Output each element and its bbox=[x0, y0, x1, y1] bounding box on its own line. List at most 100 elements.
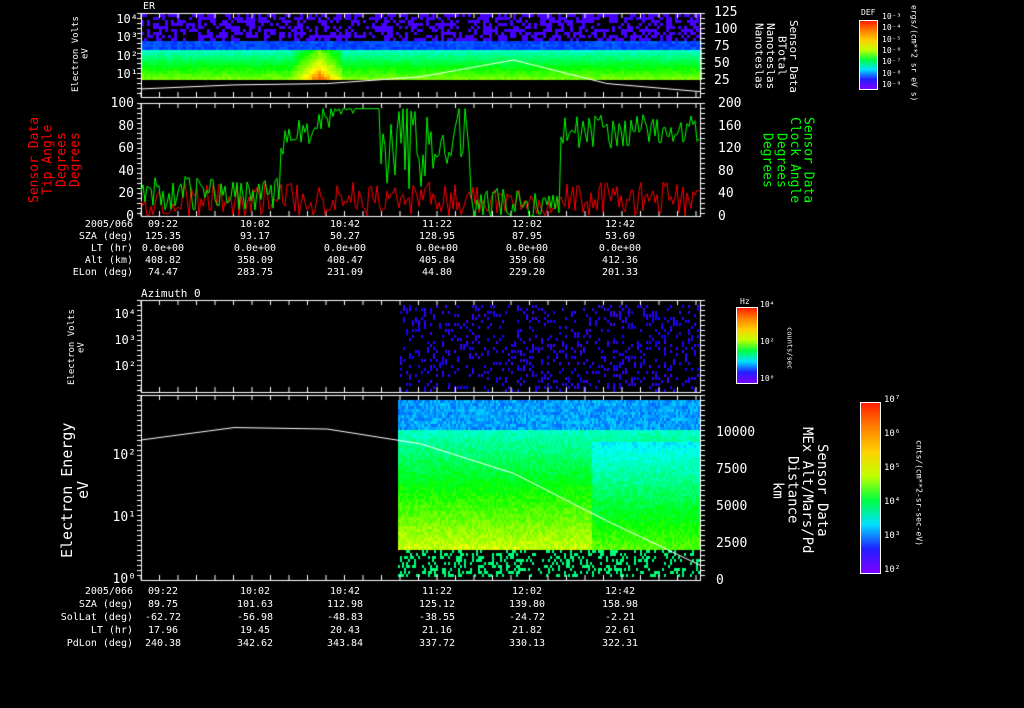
axis-tick-label: 0 bbox=[126, 209, 134, 224]
table-row-label: SolLat (deg) bbox=[60, 612, 133, 623]
axis-tick-label: 10² bbox=[112, 448, 136, 463]
axis-tick-label: 200 bbox=[718, 96, 742, 111]
table-value: 158.98 bbox=[601, 599, 639, 610]
axis-tick-label: 120 bbox=[718, 141, 742, 157]
table-value: 412.36 bbox=[601, 255, 639, 266]
table-value: 93.17 bbox=[239, 231, 271, 242]
table-time: 12:42 bbox=[604, 586, 636, 597]
axis-tick-label: 10⁻⁸ bbox=[882, 68, 902, 78]
table-value: -2.21 bbox=[604, 612, 636, 623]
table-value: 229.20 bbox=[508, 267, 546, 278]
table-value: 201.33 bbox=[601, 267, 639, 278]
table-value: 342.62 bbox=[236, 638, 274, 649]
table-value: 21.16 bbox=[421, 625, 453, 636]
axis-tick-label: 10⁻⁴ bbox=[882, 23, 902, 33]
axis-tick-label: 80 bbox=[118, 118, 134, 134]
panel3-ylabel: Electron Volts eV bbox=[67, 309, 87, 386]
axis-tick-label: 40 bbox=[718, 186, 734, 202]
table-value: 0.0e+00 bbox=[141, 243, 185, 254]
panel2-ylabel-right: Sensor Data Clock Angle Degrees Degrees bbox=[759, 116, 816, 204]
axis-tick-label: 50 bbox=[714, 56, 730, 71]
table-value: 17.96 bbox=[147, 625, 179, 636]
table-value: 101.63 bbox=[236, 599, 274, 610]
axis-tick-label: 10⁰ bbox=[112, 572, 136, 587]
table-row-label: ELon (deg) bbox=[72, 267, 133, 278]
table-value: -56.98 bbox=[236, 612, 274, 623]
axis-tick-label: 10² bbox=[114, 359, 136, 373]
table-row-label: LT (hr) bbox=[90, 625, 133, 636]
axis-tick-label: 10² bbox=[116, 48, 138, 63]
table-time: 09:22 bbox=[147, 219, 179, 230]
axis-tick-label: 10⁻³ bbox=[882, 12, 902, 21]
table-value: 0.0e+00 bbox=[505, 243, 549, 254]
table-value: 283.75 bbox=[236, 267, 274, 278]
table-time: 12:02 bbox=[511, 219, 543, 230]
table-value: 358.09 bbox=[236, 255, 274, 266]
axis-tick-label: 10² bbox=[760, 337, 775, 346]
table-value: 44.80 bbox=[421, 267, 453, 278]
table-value: 139.80 bbox=[508, 599, 546, 610]
table-value: -48.83 bbox=[326, 612, 364, 623]
axis-tick-label: 10⁰ bbox=[760, 374, 775, 383]
table-time: 11:22 bbox=[421, 219, 453, 230]
table-time: 10:42 bbox=[329, 219, 361, 230]
table-value: 21.82 bbox=[511, 625, 543, 636]
axis-tick-label: 60 bbox=[118, 141, 134, 157]
table-value: 87.95 bbox=[511, 231, 543, 242]
axis-tick-label: 10³ bbox=[114, 333, 136, 347]
table-value: 337.72 bbox=[418, 638, 456, 649]
table-value: 408.47 bbox=[326, 255, 364, 266]
table-value: -38.55 bbox=[418, 612, 456, 623]
table-time: 10:42 bbox=[329, 586, 361, 597]
table-time: 12:42 bbox=[604, 219, 636, 230]
table-value: 0.0e+00 bbox=[323, 243, 367, 254]
table-time: 12:02 bbox=[511, 586, 543, 597]
panel4-ylabel: Electron Energy eV bbox=[58, 422, 92, 558]
def-colorbar-title: DEF bbox=[861, 8, 876, 17]
table-value: 343.84 bbox=[326, 638, 364, 649]
table-time: 10:02 bbox=[239, 219, 271, 230]
table-value: 20.43 bbox=[329, 625, 361, 636]
table-row-label: Alt (km) bbox=[84, 255, 133, 266]
axis-tick-label: 10¹ bbox=[116, 67, 138, 81]
axis-tick-label: 10⁻⁵ bbox=[882, 34, 902, 44]
table-value: 19.45 bbox=[239, 625, 271, 636]
panel4-ylabel-right: Sensor Data MEx Alt/Mars/Pd Distance km bbox=[769, 426, 830, 554]
table-time: 11:22 bbox=[421, 586, 453, 597]
table-value: 405.84 bbox=[418, 255, 456, 266]
flux-colorbar-unit: cnts/(cm**2-sr-sec-eV) bbox=[914, 439, 924, 546]
axis-tick-label: 10⁴ bbox=[760, 300, 775, 309]
table-row-label: SZA (deg) bbox=[78, 231, 133, 242]
axis-tick-label: 7500 bbox=[716, 462, 748, 477]
axis-tick-label: 10⁴ bbox=[116, 12, 138, 26]
table-value: 53.69 bbox=[604, 231, 636, 242]
table-value: 22.61 bbox=[604, 625, 636, 636]
axis-tick-label: 10¹ bbox=[112, 510, 136, 525]
table-time: 09:22 bbox=[147, 586, 179, 597]
table-value: 125.35 bbox=[144, 231, 182, 242]
table-row-label: LT (hr) bbox=[90, 243, 133, 254]
axis-tick-label: 10⁴ bbox=[884, 497, 901, 507]
axis-tick-label: 10000 bbox=[716, 425, 756, 440]
panel3-title: Azimuth 0 bbox=[141, 287, 201, 300]
axis-tick-label: 80 bbox=[718, 163, 734, 179]
panel1-title: ER bbox=[143, 1, 156, 12]
hz-colorbar-title: Hz bbox=[740, 297, 750, 306]
table-value: -24.72 bbox=[508, 612, 546, 623]
axis-tick-label: 10⁷ bbox=[884, 395, 901, 405]
table-value: 408.82 bbox=[144, 255, 182, 266]
table-row-label: SZA (deg) bbox=[78, 599, 133, 610]
axis-tick-label: 0 bbox=[718, 209, 726, 224]
table-value: 330.13 bbox=[508, 638, 546, 649]
table-value: -62.72 bbox=[144, 612, 182, 623]
table-value: 74.47 bbox=[147, 267, 179, 278]
table-value: 240.38 bbox=[144, 638, 182, 649]
table-value: 112.98 bbox=[326, 599, 364, 610]
panel2-ylabel: Sensor Data Tip Angle Degrees Degrees bbox=[27, 116, 83, 204]
table-value: 0.0e+00 bbox=[233, 243, 277, 254]
axis-tick-label: 10³ bbox=[884, 531, 901, 541]
table-row-label: PdLon (deg) bbox=[66, 638, 133, 649]
def-colorbar bbox=[859, 20, 878, 90]
